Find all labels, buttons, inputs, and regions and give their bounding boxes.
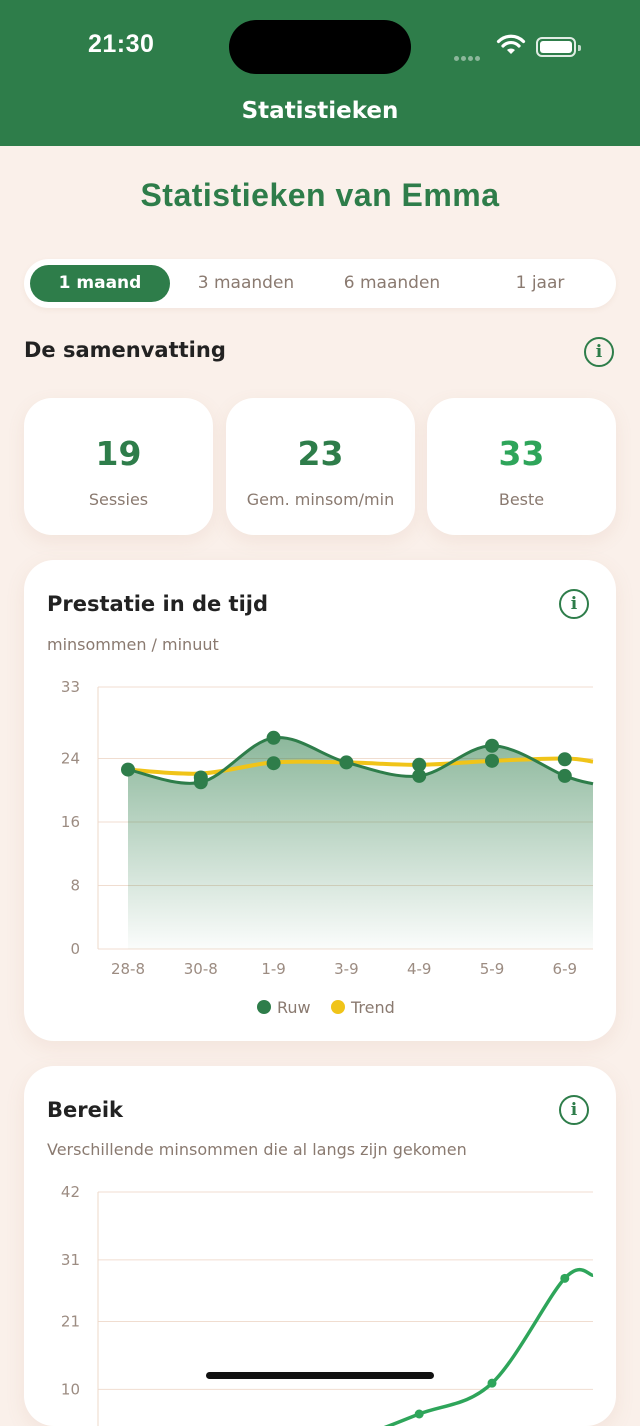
range-line — [383, 1267, 594, 1426]
y-tick-label: 8 — [70, 876, 80, 894]
period-3-months[interactable]: 3 maanden — [197, 273, 295, 293]
y-tick-label: 10 — [61, 1380, 80, 1398]
stat-card-average: 23 Gem. minsom/min — [226, 398, 415, 535]
legend-trend-label: Trend — [350, 998, 395, 1017]
dynamic-island — [229, 20, 411, 74]
range-point — [487, 1378, 497, 1388]
raw-area — [128, 737, 593, 949]
range-point — [414, 1409, 424, 1419]
y-tick-label: 24 — [61, 749, 80, 767]
stat-label: Sessies — [88, 490, 149, 509]
period-1-month[interactable]: 1 maand — [30, 265, 170, 302]
stat-label: Beste — [498, 490, 545, 509]
x-tick-label: 3-9 — [334, 960, 359, 978]
raw-point — [121, 762, 135, 777]
cellular-signal-icon — [454, 46, 482, 65]
x-tick-label: 28-8 — [111, 960, 145, 978]
card-subtitle: minsommen / minuut — [47, 635, 219, 654]
raw-point — [412, 757, 427, 772]
page-title: Statistieken van Emma — [140, 177, 500, 213]
x-tick-label: 1-9 — [261, 960, 286, 978]
legend-ruw-swatch — [257, 1000, 271, 1014]
period-6-months[interactable]: 6 maanden — [343, 273, 441, 293]
card-title: Prestatie in de tijd — [47, 592, 269, 616]
navigation-bar: 21:30 Statistieken — [0, 0, 640, 146]
performance-info-icon[interactable]: i — [559, 589, 589, 619]
stat-card-sessions: 19 Sessies — [24, 398, 213, 535]
status-time: 21:30 — [88, 30, 155, 58]
x-tick-label: 4-9 — [407, 960, 432, 978]
y-tick-label: 42 — [61, 1183, 80, 1201]
x-tick-label: 30-8 — [184, 960, 218, 978]
raw-point — [412, 768, 427, 783]
stat-value: 33 — [498, 434, 545, 473]
summary-info-icon[interactable]: i — [584, 337, 614, 367]
legend-ruw-label: Ruw — [277, 998, 311, 1017]
nav-title: Statistieken — [241, 98, 399, 124]
home-indicator[interactable] — [206, 1372, 434, 1379]
raw-point — [485, 753, 499, 768]
period-1-year[interactable]: 1 jaar — [515, 273, 565, 293]
battery-icon — [536, 37, 581, 57]
wifi-icon — [496, 34, 526, 54]
raw-point — [266, 756, 281, 771]
summary-heading: De samenvatting — [24, 338, 226, 362]
card-title: Bereik — [47, 1098, 124, 1122]
stat-label: Gem. minsom/min — [246, 490, 395, 509]
period-selector: 1 maand 3 maanden 6 maanden 1 jaar — [24, 259, 616, 308]
y-tick-label: 33 — [61, 678, 80, 696]
raw-point — [193, 775, 208, 790]
y-tick-label: 0 — [70, 940, 80, 958]
stat-value: 23 — [297, 434, 344, 473]
stat-card-best: 33 Beste — [427, 398, 616, 535]
raw-point — [266, 730, 281, 745]
raw-point — [485, 738, 499, 753]
performance-chart: 0 8 16 24 33 28-8 30-8 1-9 3-9 4-9 5-9 6-9 Ruw Trend — [61, 678, 594, 1017]
card-subtitle: Verschillende minsommen die al langs zij… — [47, 1140, 467, 1159]
legend-trend-swatch — [331, 1000, 345, 1014]
range-point — [560, 1273, 570, 1283]
raw-point — [339, 755, 354, 770]
raw-line — [127, 736, 594, 786]
x-tick-label: 5-9 — [480, 960, 505, 978]
x-tick-label: 6-9 — [553, 960, 578, 978]
y-tick-label: 21 — [61, 1313, 80, 1331]
y-tick-label: 16 — [61, 813, 80, 831]
stat-value: 19 — [95, 434, 142, 473]
y-tick-label: 31 — [61, 1251, 80, 1269]
performance-card: Prestatie in de tijd i minsommen / minuu… — [24, 560, 616, 1041]
raw-point — [557, 752, 572, 767]
range-info-icon[interactable]: i — [559, 1095, 589, 1125]
raw-point — [557, 768, 572, 783]
